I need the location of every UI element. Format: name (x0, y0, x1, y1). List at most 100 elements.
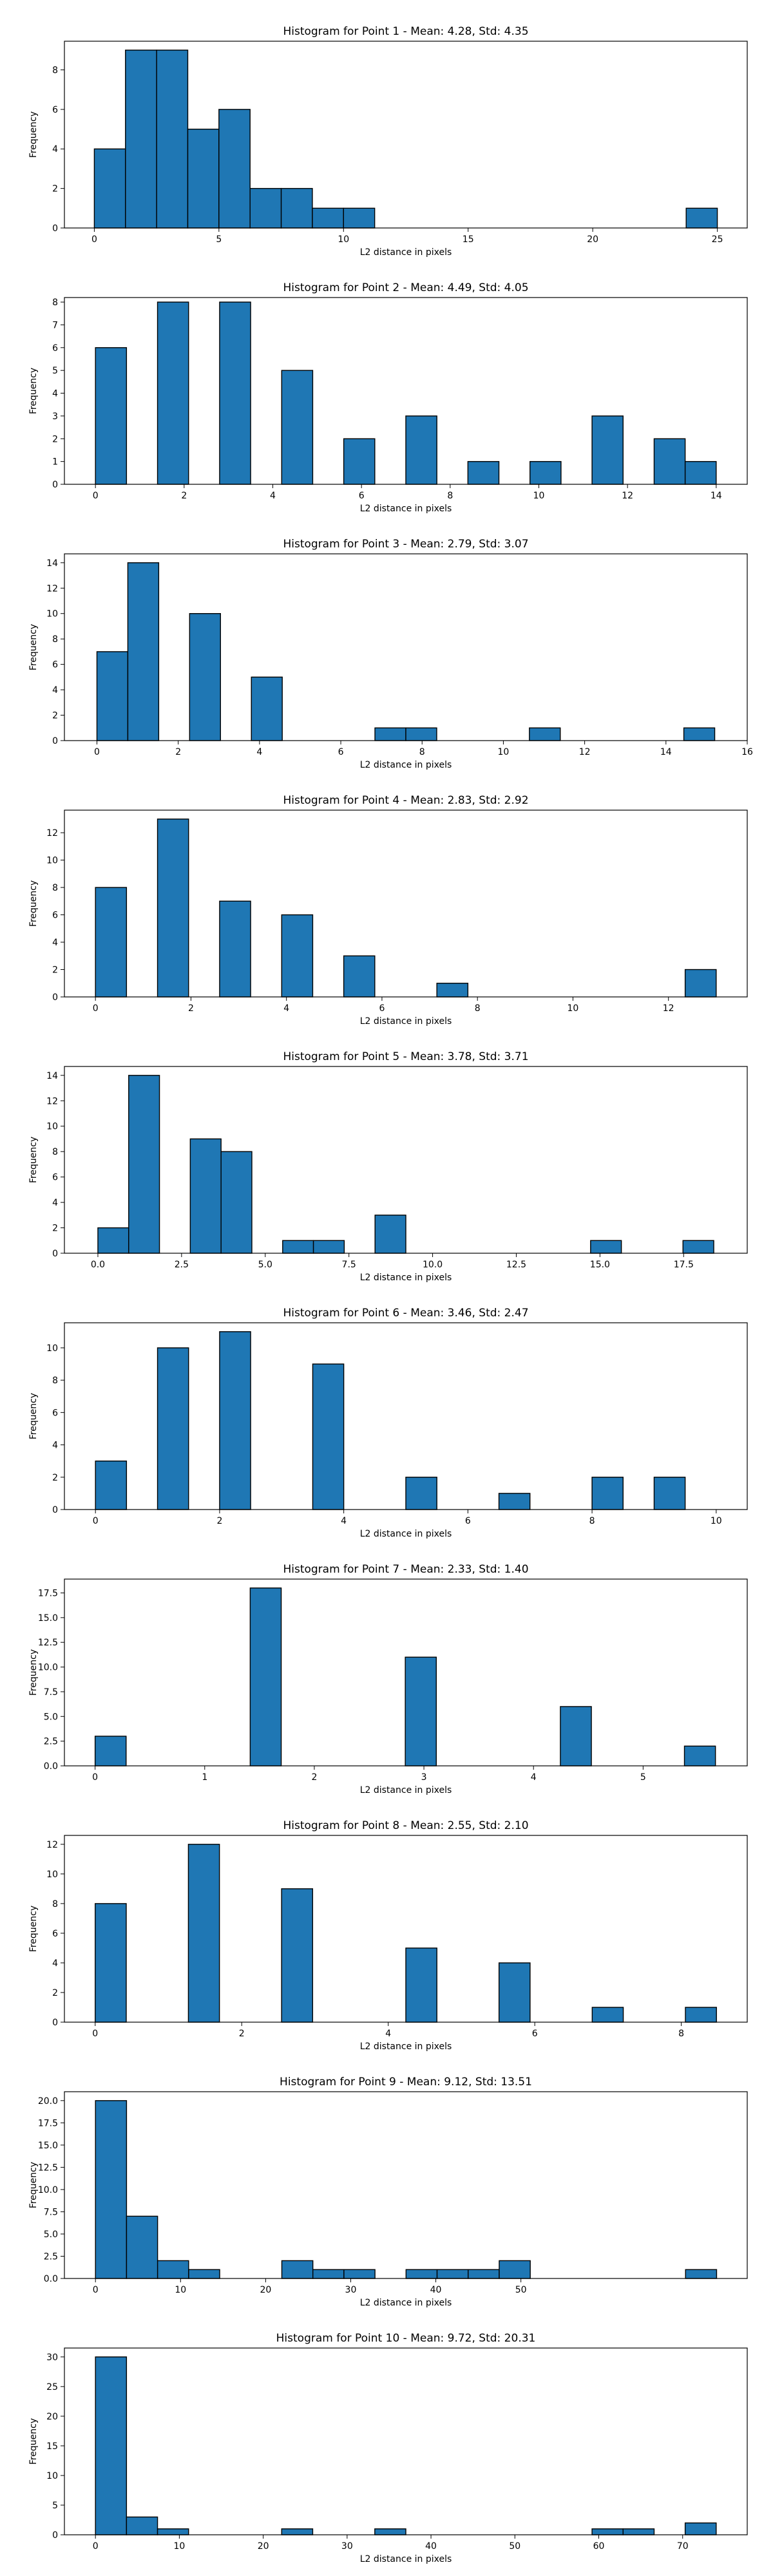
y-tick-label: 0.0 (44, 2274, 58, 2284)
histogram-bar (405, 415, 437, 485)
histogram-bar (343, 207, 376, 229)
histogram-bar (312, 2269, 345, 2279)
histogram-bar (590, 1240, 622, 1254)
y-tick-label: 6 (52, 343, 58, 354)
histogram-bar (312, 207, 344, 229)
x-tick-label: 4 (531, 1772, 537, 1783)
histogram-bar (96, 651, 129, 741)
y-tick-label: 6 (52, 1929, 58, 1939)
x-tick-label: 50 (509, 2541, 520, 2552)
axes-frame (64, 2091, 748, 2279)
histogram-bar (219, 301, 251, 485)
histogram-bar (498, 1493, 531, 1510)
y-tick-label: 10.0 (38, 2185, 58, 2195)
y-tick-label: 0.0 (44, 1761, 58, 1772)
chart-title: Histogram for Point 2 - Mean: 4.49, Std:… (283, 281, 528, 294)
x-axis-label: L2 distance in pixels (360, 760, 452, 770)
x-tick-label: 0 (93, 491, 99, 501)
histogram-bar (529, 727, 561, 741)
y-axis-label: Frequency (28, 368, 39, 414)
axes-frame (64, 1066, 748, 1254)
x-tick-label: 0.0 (91, 1260, 105, 1270)
x-tick-label: 3 (421, 1772, 427, 1783)
histogram-bar (343, 955, 376, 998)
x-tick-label: 40 (430, 2285, 442, 2295)
axes-frame (64, 41, 748, 229)
y-tick-label: 0 (52, 1505, 58, 1515)
histogram-bar (187, 1844, 220, 2023)
y-tick-label: 0 (52, 992, 58, 1003)
x-tick-label: 25 (712, 234, 723, 245)
x-tick-label: 6 (532, 2029, 538, 2039)
y-tick-label: 0 (52, 223, 58, 234)
histogram-bar (685, 2269, 718, 2279)
histogram-bar (251, 676, 283, 741)
x-tick-label: 16 (741, 747, 753, 757)
x-tick-label: 4 (341, 1516, 347, 1526)
y-tick-label: 10 (46, 2471, 58, 2481)
histogram-panel: Histogram for Point 1 - Mean: 4.28, Std:… (28, 25, 748, 258)
histogram-bar (685, 2007, 717, 2023)
histogram-bar (157, 2528, 189, 2535)
histogram-bar (343, 2269, 376, 2279)
axes-frame (64, 297, 748, 485)
y-tick-label: 5 (52, 2501, 58, 2511)
histogram-bar (157, 1347, 189, 1510)
y-tick-label: 25 (46, 2382, 58, 2392)
x-tick-label: 2 (311, 1772, 317, 1783)
histogram-bar (281, 2260, 314, 2279)
histogram-bar (219, 1331, 251, 1510)
histogram-bar (653, 1477, 686, 1510)
y-axis-label: Frequency (28, 2418, 39, 2465)
chart-title: Histogram for Point 5 - Mean: 3.78, Std:… (283, 1050, 528, 1063)
histogram-bar (218, 109, 251, 229)
x-tick-label: 0 (91, 234, 97, 245)
x-tick-label: 10.0 (423, 1260, 443, 1270)
x-tick-label: 10 (498, 747, 510, 757)
y-tick-label: 15.0 (38, 2141, 58, 2151)
histogram-bar (591, 2007, 624, 2023)
x-tick-label: 0 (93, 1516, 99, 1526)
y-tick-label: 2 (52, 965, 58, 976)
histogram-bar (405, 1947, 437, 2023)
y-tick-label: 17.5 (38, 2118, 58, 2128)
histogram-bar (97, 1227, 129, 1254)
y-tick-label: 0 (52, 2530, 58, 2541)
x-tick-label: 2 (188, 1003, 194, 1014)
y-tick-label: 2.5 (44, 1737, 58, 1747)
x-tick-label: 15 (463, 234, 474, 245)
y-tick-label: 10.0 (38, 1663, 58, 1673)
x-tick-label: 2 (181, 491, 187, 501)
histogram-bar (591, 1477, 624, 1510)
histogram-bar (95, 2100, 128, 2279)
x-tick-label: 10 (338, 234, 349, 245)
x-axis-label: L2 distance in pixels (360, 1016, 452, 1027)
y-tick-label: 2 (52, 1224, 58, 1234)
x-tick-label: 30 (341, 2541, 353, 2552)
histogram-bar (280, 187, 313, 229)
y-tick-label: 14 (46, 558, 58, 569)
histogram-bar (622, 2528, 655, 2535)
y-tick-label: 7.5 (44, 2207, 58, 2217)
y-tick-label: 10 (46, 1870, 58, 1880)
y-tick-label: 7.5 (44, 1687, 58, 1698)
y-tick-label: 17.5 (38, 1588, 58, 1598)
histogram-bar (125, 50, 157, 229)
x-tick-label: 20 (587, 234, 598, 245)
y-tick-label: 4 (52, 144, 58, 155)
x-tick-label: 12 (579, 747, 591, 757)
y-tick-label: 4 (52, 1441, 58, 1451)
x-tick-label: 15.0 (590, 1260, 610, 1270)
x-tick-label: 4 (270, 491, 276, 501)
histogram-bar (405, 2269, 438, 2279)
histogram-bar (95, 1460, 128, 1510)
y-tick-label: 6 (52, 105, 58, 115)
histogram-bar (127, 562, 160, 741)
histogram-panel: Histogram for Point 7 - Mean: 2.33, Std:… (28, 1563, 748, 1795)
histogram-bar (684, 460, 717, 485)
y-tick-label: 2 (52, 434, 58, 444)
x-tick-label: 8 (475, 1003, 481, 1014)
y-tick-label: 10 (46, 1343, 58, 1354)
histogram-bar (189, 1138, 222, 1254)
